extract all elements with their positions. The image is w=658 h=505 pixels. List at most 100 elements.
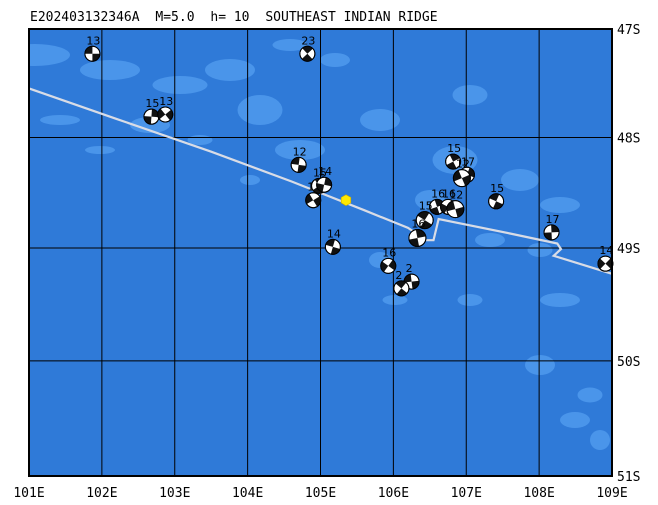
beachball-compression <box>313 196 321 207</box>
beachball-outline <box>84 45 101 62</box>
longitude-tick-label: 101E <box>13 486 44 501</box>
beachball-outline <box>408 228 427 247</box>
beachball-compression <box>597 258 606 270</box>
beachball-compression <box>151 109 159 118</box>
shallow-patch <box>29 44 70 66</box>
latitude-tick-label: 48S <box>617 131 640 146</box>
plate-boundary <box>29 87 612 275</box>
mechanism-depth-label: 14 <box>327 227 341 240</box>
beachball-compression <box>143 116 152 125</box>
beachball-compression <box>440 203 449 214</box>
beachball-outline <box>415 211 434 230</box>
longitude-tick-label: 102E <box>86 486 117 501</box>
shallow-patch <box>540 293 580 307</box>
shallow-patch <box>272 39 308 51</box>
beachball-compression <box>316 183 325 193</box>
mechanism-depth-label: 23 <box>301 34 315 47</box>
mechanism-depth-label: 15 <box>447 142 461 155</box>
shallow-patch <box>240 175 260 185</box>
beachball: 23 <box>299 34 316 62</box>
shallow-patch <box>475 233 505 247</box>
event-id: E202403132346A <box>30 10 140 25</box>
beachball-outline <box>380 257 397 274</box>
shallow-patch <box>525 355 555 375</box>
shallow-patch <box>275 140 325 160</box>
beachball-outline <box>157 106 174 123</box>
mechanism-depth-label: 16 <box>382 246 396 259</box>
beachball-outline <box>393 280 410 297</box>
beachball-compression <box>324 177 332 187</box>
magnitude-label: M=5.0 <box>155 10 194 25</box>
beachball: 14 <box>316 165 333 193</box>
shallow-patch <box>452 85 488 105</box>
longitude-tick-label: 105E <box>305 486 336 501</box>
beachball-compression <box>420 220 432 229</box>
beachball-compression <box>92 53 100 62</box>
beachball-compression <box>551 224 559 233</box>
mechanism-depth-label: 15 <box>419 200 433 213</box>
mechanism-depth-label: 12 <box>293 145 307 158</box>
beachball: 13 <box>157 95 174 123</box>
beachball-compression <box>544 232 552 240</box>
depth-label: h= 10 <box>210 10 249 25</box>
shallow-patch <box>382 295 408 305</box>
shallow-patch <box>360 109 400 131</box>
shallow-patch <box>205 59 255 81</box>
beachball: 16 <box>408 218 427 247</box>
beachball: 17 <box>543 213 560 241</box>
bathymetry-shallow <box>29 39 610 450</box>
mechanism-depth-label: 13 <box>86 34 100 47</box>
mechanism-depth-label: 12 <box>449 189 463 202</box>
shallow-patch <box>527 243 553 257</box>
mechanism-depth-label: 16 <box>431 187 445 200</box>
mechanism-depth-label: 14 <box>599 244 613 257</box>
beachball-compression <box>388 259 396 271</box>
beachball: 15 <box>488 182 505 210</box>
beachball-compression <box>446 161 457 170</box>
mechanism-depth-label: 14 <box>318 165 332 178</box>
beachball-outline <box>324 238 341 255</box>
beachball-compression <box>165 109 173 121</box>
shallow-patch <box>457 294 483 306</box>
shallow-patch <box>237 95 283 125</box>
map-frame <box>28 28 613 477</box>
shallow-patch <box>320 53 350 67</box>
shallow-patch <box>540 197 580 213</box>
map-title: E202403132346A M=5.0 h= 10 SOUTHEAST IND… <box>30 10 438 25</box>
mechanism-depth-label: 16 <box>442 187 456 200</box>
longitude-tick-label: 107E <box>451 486 482 501</box>
mechanism-depth-label: 12 <box>456 158 470 171</box>
beachball: 16 <box>380 246 397 274</box>
beachball: 15 <box>415 200 434 230</box>
latitude-tick-label: 50S <box>617 355 640 370</box>
mechanism-depth-label: 2 <box>395 269 402 282</box>
beachball-outline <box>488 193 505 210</box>
beachball-compression <box>395 280 407 289</box>
beachball-compression <box>301 53 313 62</box>
beachball-outline <box>543 224 560 241</box>
beachball: 15 <box>143 97 160 125</box>
beachball: 13 <box>84 34 101 62</box>
beachball: 14 <box>324 227 341 255</box>
region-name: SOUTHEAST INDIAN RIDGE <box>265 10 437 25</box>
beachball-compression <box>411 280 420 290</box>
beachball-compression <box>291 157 300 165</box>
mechanism-depth-label: 15 <box>145 97 159 110</box>
longitude-tick-label: 109E <box>596 486 627 501</box>
beachball: 1 <box>305 181 322 209</box>
beachball-outline <box>316 176 333 193</box>
shallow-patch <box>187 135 213 145</box>
beachball-outline <box>452 169 471 188</box>
mechanism-depth-label: 1 <box>307 181 314 194</box>
shallow-patch <box>560 412 590 428</box>
beachball-compression <box>302 46 313 54</box>
latitude-tick-label: 49S <box>617 242 640 257</box>
beachball: 12 <box>452 158 471 188</box>
mechanism-depth-label: 17 <box>546 213 560 226</box>
mechanism-depth-label: 13 <box>159 95 173 108</box>
shallow-patch <box>80 60 140 80</box>
beachball: 15 <box>445 142 462 170</box>
beachball-compression <box>404 274 412 283</box>
beachball-outline <box>299 45 316 62</box>
